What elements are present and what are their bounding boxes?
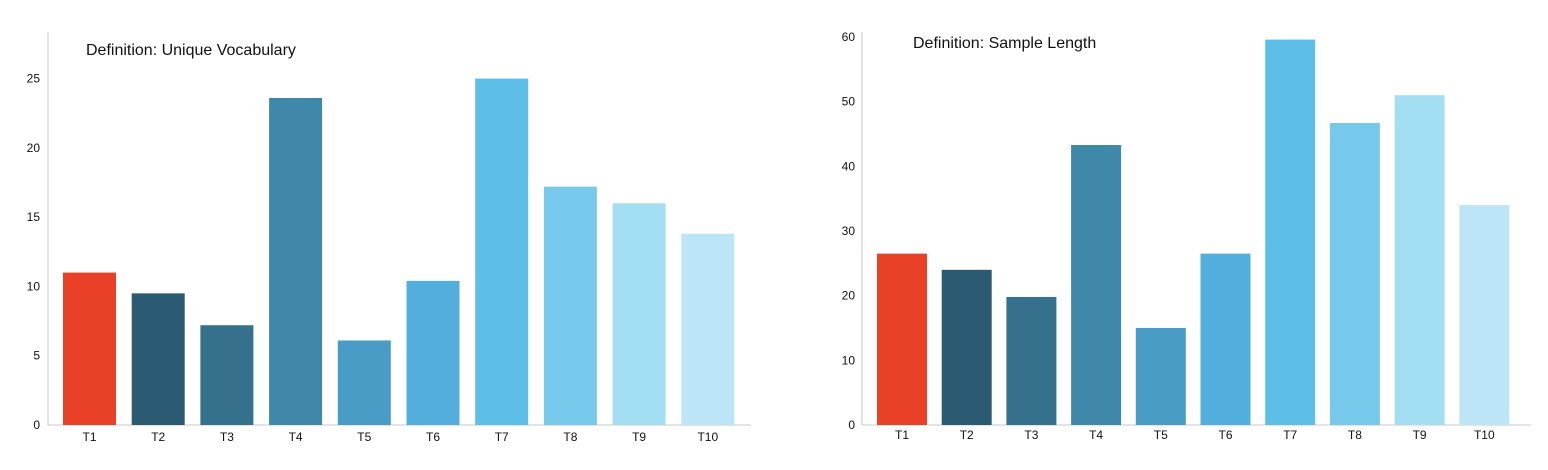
bar-t9: [612, 203, 666, 425]
x-tick-label: T5: [1154, 428, 1168, 442]
x-tick-label: T9: [632, 430, 646, 444]
x-tick-label: T7: [495, 430, 509, 444]
chart-sample-length: Definition: Sample Length 0 10 20 30 40 50 60 T…: [774, 0, 1548, 470]
bar-t5: [337, 340, 391, 425]
bar-t3: [200, 325, 254, 425]
chart-unique-vocabulary: Definition: Unique Vocabulary 0 5 10 15 20 25…: [27, 32, 751, 444]
y-tick-label: 0: [33, 418, 40, 432]
y-tick-label: 30: [842, 224, 856, 238]
bar-t8: [1329, 123, 1380, 426]
x-tick-label: T8: [563, 430, 577, 444]
x-tick-label: T6: [426, 430, 440, 444]
y-tick-label: 0: [848, 418, 855, 432]
x-tick-label: T1: [82, 430, 96, 444]
x-tick-label: T1: [895, 428, 909, 442]
chart-title: Definition: Unique Vocabulary: [86, 42, 296, 59]
y-tick-label: 60: [842, 30, 856, 44]
x-tick-label: T3: [1024, 428, 1038, 442]
x-tick-label: T10: [1474, 428, 1495, 442]
bar-t6: [406, 280, 460, 425]
x-tick-label: T5: [357, 430, 371, 444]
y-tick-label: 40: [842, 159, 856, 173]
x-tick-label: T7: [1283, 428, 1297, 442]
y-tick-label: 50: [842, 95, 856, 109]
y-tick-label: 25: [27, 72, 41, 86]
x-tick-label: T10: [697, 430, 718, 444]
bar-t1: [877, 253, 927, 425]
bar-t7: [475, 78, 529, 426]
bar-t7: [1265, 39, 1316, 425]
x-tick-label: T8: [1348, 428, 1362, 442]
bar-t8: [543, 186, 597, 425]
x-tick-label: T2: [960, 428, 974, 442]
chart-svg-sample-length: Definition: Sample Length 0 10 20 30 40 50 60 T…: [842, 30, 1531, 442]
bar-t9: [1394, 95, 1445, 425]
bar-t4: [1071, 144, 1122, 425]
bar-t3: [1006, 296, 1057, 425]
bar-t10: [1459, 205, 1510, 425]
y-tick-label: 20: [842, 289, 856, 303]
x-tick-label: T9: [1413, 428, 1427, 442]
bar-t6: [1200, 253, 1251, 425]
x-tick-label: T4: [289, 430, 303, 444]
y-tick-label: 20: [27, 141, 41, 155]
y-tick-label: 5: [33, 349, 40, 363]
x-tick-label: T3: [220, 430, 234, 444]
y-tick-label: 10: [842, 353, 856, 367]
x-tick-label: T2: [151, 430, 165, 444]
y-tick-label: 10: [27, 279, 41, 293]
bar-t2: [941, 269, 992, 425]
y-tick-label: 15: [27, 210, 41, 224]
chart-title: Definition: Sample Length: [913, 35, 1096, 52]
bar-t5: [1135, 328, 1186, 425]
x-tick-label: T4: [1089, 428, 1103, 442]
bar-t2: [131, 293, 185, 425]
bar-t10: [681, 233, 735, 425]
x-tick-label: T6: [1218, 428, 1232, 442]
bar-t4: [269, 97, 323, 425]
bar-t1: [63, 272, 116, 425]
chart-svg-unique-vocabulary: Definition: Unique Vocabulary 0 5 10 15 20 25…: [27, 32, 751, 444]
